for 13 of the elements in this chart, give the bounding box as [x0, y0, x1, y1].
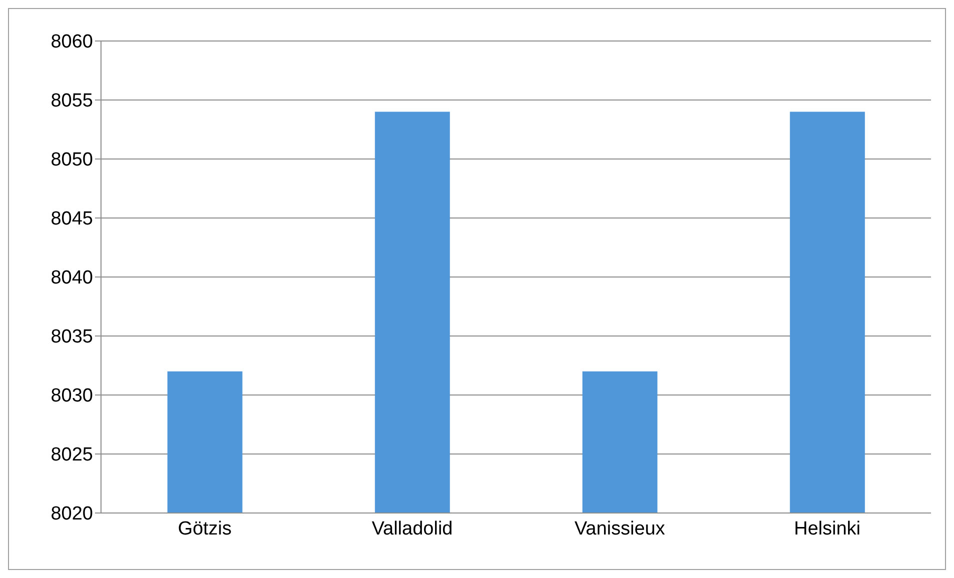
y-tick-label: 8040 — [50, 268, 93, 289]
y-tick-label: 8050 — [50, 150, 93, 171]
y-tick-label: 8020 — [50, 504, 93, 525]
x-tick-label: Vanissieux — [574, 518, 666, 540]
y-tick-label: 8030 — [50, 386, 93, 407]
y-tick-label: 8060 — [50, 32, 93, 53]
x-tick-label: Götzis — [178, 518, 232, 540]
y-tick-label: 8045 — [50, 208, 93, 230]
x-tick-label: Valladolid — [372, 518, 453, 540]
y-tick-label: 8055 — [50, 90, 93, 112]
y-tick-label: 8025 — [50, 444, 93, 466]
x-tick-label: Helsinki — [794, 518, 861, 540]
y-tick-label: 8035 — [50, 326, 93, 348]
